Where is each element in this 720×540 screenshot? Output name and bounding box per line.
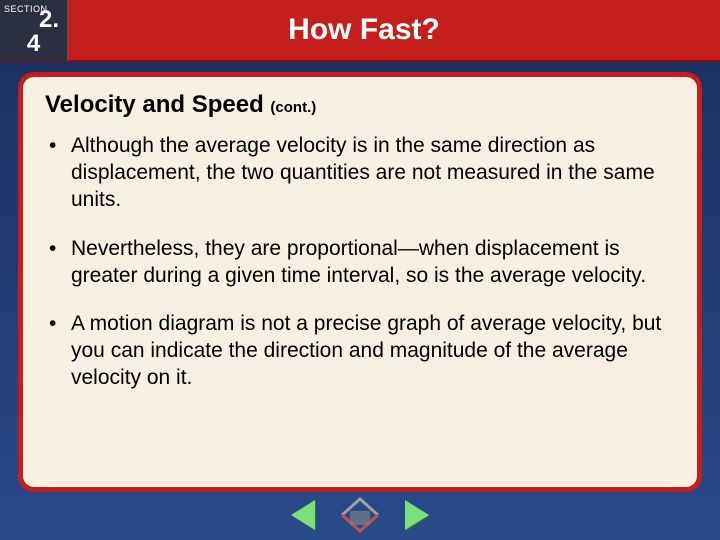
subheading-suffix: (cont.) bbox=[270, 99, 316, 116]
subheading-text: Velocity and Speed bbox=[45, 91, 264, 118]
subheading: Velocity and Speed (cont.) bbox=[45, 91, 675, 119]
prev-button[interactable] bbox=[281, 498, 325, 532]
section-number-bottom: 4 bbox=[27, 32, 40, 56]
content-panel: Velocity and Speed (cont.) Although the … bbox=[18, 72, 702, 492]
bullet-list: Although the average velocity is in the … bbox=[45, 133, 675, 392]
section-badge: SECTION 2. 4 bbox=[0, 0, 68, 61]
home-icon bbox=[336, 495, 384, 535]
next-button[interactable] bbox=[395, 498, 439, 532]
slide: SECTION 2. 4 How Fast? Velocity and Spee… bbox=[0, 0, 720, 540]
page-title: How Fast? bbox=[68, 13, 720, 47]
header-bar: SECTION 2. 4 How Fast? bbox=[0, 0, 720, 62]
section-number-top: 2. bbox=[39, 8, 67, 32]
arrow-left-icon bbox=[291, 500, 315, 530]
arrow-right-icon bbox=[405, 500, 429, 530]
nav-bar bbox=[0, 494, 720, 536]
bullet-item: Nevertheless, they are proportional—when… bbox=[45, 236, 675, 290]
bullet-item: A motion diagram is not a precise graph … bbox=[45, 311, 675, 392]
bullet-item: Although the average velocity is in the … bbox=[45, 133, 675, 214]
home-button[interactable] bbox=[335, 494, 385, 536]
